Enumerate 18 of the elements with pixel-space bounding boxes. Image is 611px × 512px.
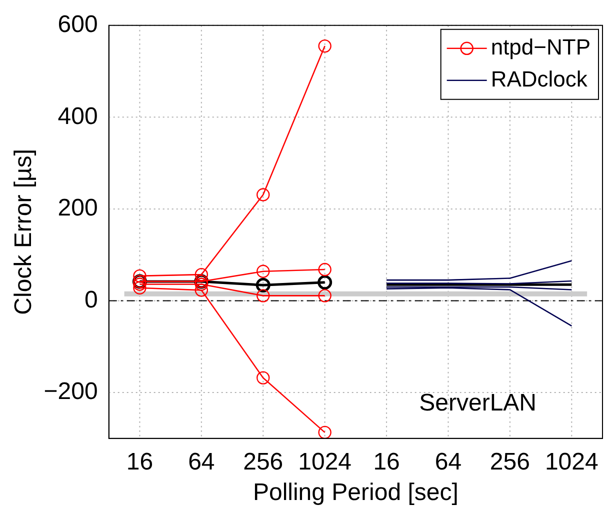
x-tick-label: 1024 (544, 448, 598, 476)
x-tick-label: 16 (373, 448, 400, 476)
legend-label: RADclock (490, 66, 588, 92)
x-tick-label: 256 (243, 448, 284, 476)
y-tick-label: 200 (58, 194, 98, 222)
x-tick-label: 16 (126, 448, 154, 476)
x-tick-label: 256 (490, 448, 530, 476)
y-axis-title: Clock Error [µs] (10, 148, 38, 315)
y-tick-label: −200 (44, 378, 98, 406)
x-axis-title: Polling Period [sec] (252, 479, 458, 506)
legend-label: ntpd−NTP (490, 34, 591, 60)
y-tick-label: 400 (58, 102, 98, 130)
annotation: ServerLAN (419, 389, 536, 416)
y-tick-label: 0 (84, 286, 98, 314)
x-tick-label: 64 (434, 448, 462, 476)
x-tick-label: 1024 (298, 448, 352, 476)
x-tick-label: 64 (188, 448, 215, 476)
y-tick-label: 600 (58, 11, 98, 38)
